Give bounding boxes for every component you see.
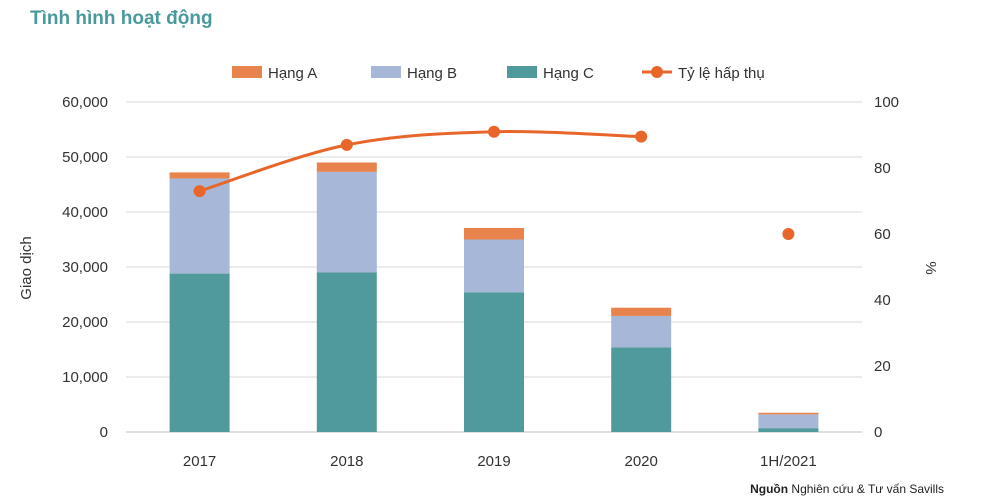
y2-tick-label: 40: [874, 292, 891, 309]
source-text: Nghiên cứu & Tư vấn Savills: [791, 482, 944, 496]
chart-title: Tình hình hoạt động: [30, 8, 213, 29]
bar-segment: [316, 272, 377, 432]
absorption-point: [635, 130, 648, 143]
x-tick-label: 2020: [625, 453, 658, 470]
y2-tick-label: 80: [874, 160, 891, 177]
bar-segment: [758, 412, 819, 415]
legend-label: Hạng B: [407, 65, 457, 82]
x-tick-label: 2017: [183, 453, 216, 470]
x-tick-label: 2018: [330, 453, 363, 470]
absorption-point: [193, 185, 206, 198]
bar-segment: [758, 414, 819, 429]
legend-swatch: [371, 66, 401, 78]
bar-segment: [611, 307, 672, 316]
legend-label: Tỷ lệ hấp thụ: [678, 65, 765, 82]
y-tick-label: 40,000: [62, 204, 108, 221]
bar-segment: [316, 162, 377, 172]
bar-segment: [464, 292, 524, 432]
x-axis-tick-labels: 2017 2018 2019 2020 1H/2021: [183, 453, 817, 470]
x-tick-label: 2019: [477, 453, 510, 470]
right-axis-tick-labels: 0 20 40 60 80 100: [874, 94, 899, 441]
bar-segment: [316, 171, 377, 273]
bar-segment: [464, 227, 524, 240]
y2-tick-label: 0: [874, 424, 882, 441]
bar-segment: [611, 315, 672, 348]
absorption-point: [488, 125, 500, 138]
absorption-line: [193, 125, 795, 240]
bar-segment: [758, 428, 819, 432]
y-tick-label: 30,000: [62, 259, 108, 276]
bar-segment: [169, 273, 230, 432]
right-axis-label: %: [922, 261, 939, 274]
bar-segment: [169, 172, 230, 179]
legend: Hạng A Hạng B Hạng C Tỷ lệ hấp thụ: [232, 65, 765, 82]
absorption-point: [340, 138, 353, 151]
absorption-line-path: [199, 129, 642, 193]
legend-swatch-marker: [651, 66, 663, 78]
bar-segment: [464, 239, 524, 293]
source-note: Nguồn Nghiên cứu & Tư vấn Savills: [750, 482, 944, 496]
left-axis-tick-labels: 0 10,000 20,000 30,000 40,000 50,000 60,000: [62, 94, 108, 441]
y-tick-label: 20,000: [62, 314, 108, 331]
y2-tick-label: 100: [874, 94, 899, 111]
y-tick-label: 60,000: [62, 94, 108, 111]
legend-label: Hạng A: [268, 65, 317, 82]
y-tick-label: 10,000: [62, 369, 108, 386]
legend-label: Hạng C: [543, 65, 594, 82]
bar-segment: [611, 347, 672, 432]
y2-tick-label: 60: [874, 226, 891, 243]
y2-tick-label: 20: [874, 358, 891, 375]
y-tick-label: 50,000: [62, 149, 108, 166]
x-tick-label: 1H/2021: [760, 453, 817, 470]
legend-swatch: [232, 66, 262, 78]
source-label: Nguồn: [750, 482, 789, 496]
absorption-point: [782, 228, 795, 240]
y-tick-label: 0: [100, 424, 108, 441]
bars: [169, 162, 819, 432]
y-axis-label: Giao dịch: [18, 236, 35, 299]
legend-swatch: [507, 66, 537, 78]
